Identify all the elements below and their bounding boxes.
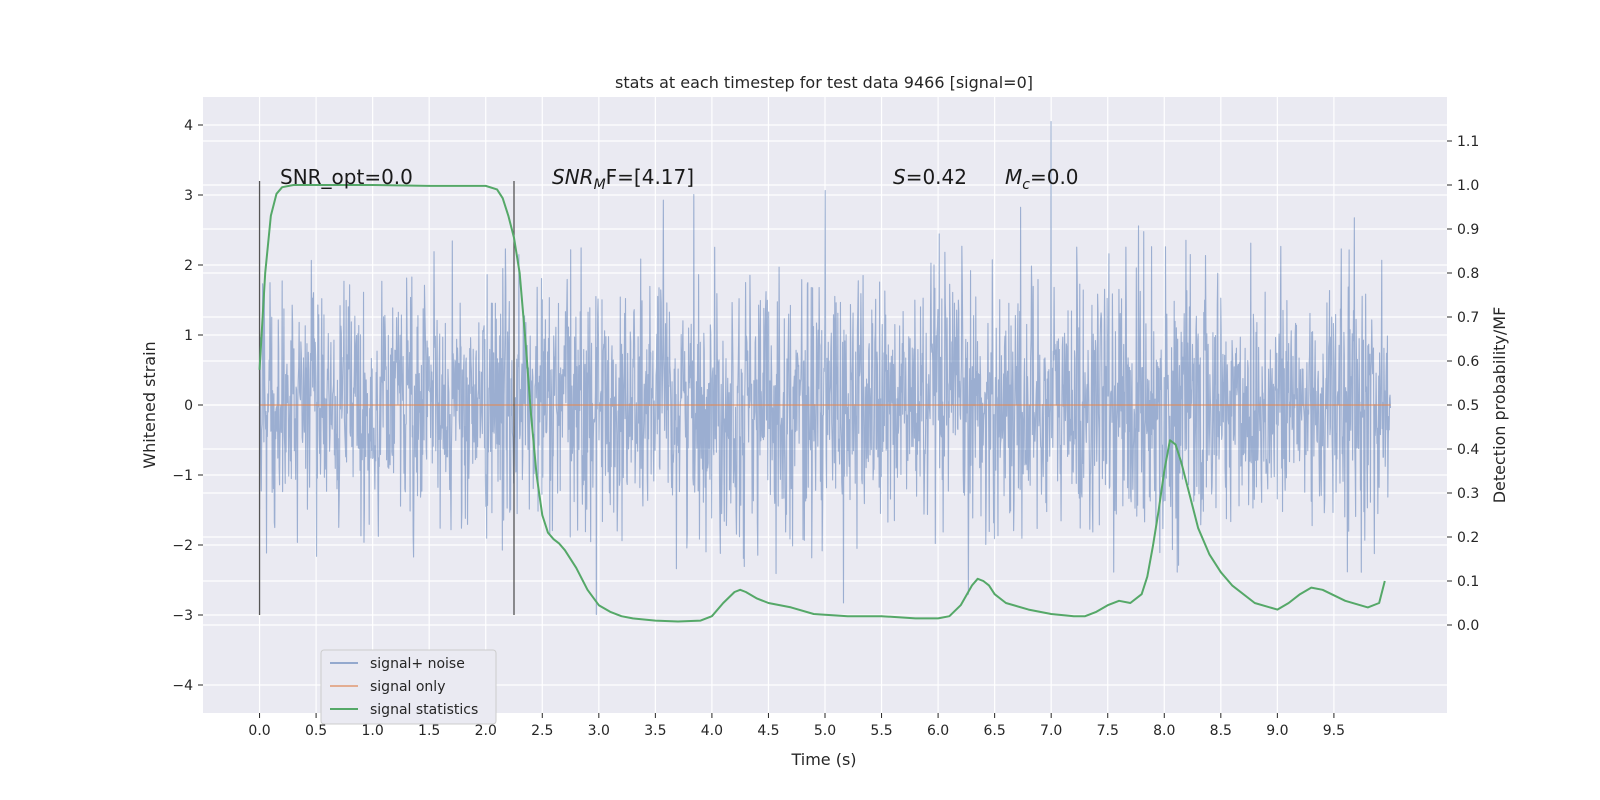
x-tick-label: 3.5 [644, 723, 666, 739]
noise-line [259, 120, 1391, 616]
chart-title: stats at each timestep for test data 946… [615, 73, 1033, 92]
y-right-tick-label: 0.4 [1457, 442, 1479, 458]
x-tick-label: 0.0 [248, 723, 270, 739]
x-tick-label: 6.5 [984, 723, 1006, 739]
legend-box [320, 649, 497, 725]
annotation-s: S=0.42 [893, 165, 967, 189]
x-tick-label: 0.5 [305, 723, 327, 739]
statistics-line [258, 184, 1386, 623]
annotation-snr-opt: SNR_opt=0.0 [280, 165, 413, 189]
x-tick-label: 8.5 [1210, 723, 1232, 739]
x-tick-label: 1.0 [362, 723, 384, 739]
x-tick-label: 7.5 [1097, 723, 1119, 739]
x-tick-label: 1.5 [418, 723, 440, 739]
ticks: 0.0 0.5 1.0 1.5 2.0 2.5 3.0 3.5 4.0 4.5 5.0 5.5 6.0 6… [172, 118, 1479, 739]
x-tick-label: 9.5 [1323, 723, 1345, 739]
noise-series [259, 120, 1391, 616]
y-right-tick-label: 0.3 [1457, 486, 1479, 502]
x-tick-label: 2.0 [475, 723, 497, 739]
x-tick-label: 9.0 [1266, 723, 1288, 739]
y-tick-label: −4 [172, 678, 193, 694]
y-tick-label: 1 [184, 328, 193, 344]
y-tick-label: −1 [172, 468, 193, 484]
legend: signal+ noise signal only signal statist… [320, 649, 497, 725]
y-right-tick-label: 0.9 [1457, 222, 1479, 238]
y-right-tick-label: 0.0 [1457, 618, 1479, 634]
x-tick-label: 5.0 [814, 723, 836, 739]
y-tick-label: 0 [184, 398, 193, 414]
x-tick-label: 6.0 [927, 723, 949, 739]
vertical-markers [258, 181, 515, 615]
annotation-mc: Mc=0.0 [1005, 165, 1079, 193]
y-tick-label: 3 [184, 188, 193, 204]
legend-label-signal-only: signal only [370, 679, 445, 695]
y-tick-label: −3 [172, 608, 193, 624]
y-axis-label: Whitened strain [140, 341, 159, 468]
legend-label-noise: signal+ noise [370, 656, 465, 672]
x-tick-label: 8.0 [1153, 723, 1175, 739]
y-right-tick-label: 0.1 [1457, 574, 1479, 590]
y-right-tick-label: 0.7 [1457, 310, 1479, 326]
y-tick-label: 2 [184, 258, 193, 274]
x-tick-label: 7.0 [1040, 723, 1062, 739]
x-axis-label: Time (s) [790, 750, 856, 769]
y-right-tick-label: 0.5 [1457, 398, 1479, 414]
x-tick-label: 2.5 [531, 723, 553, 739]
y-right-tick-label: 0.2 [1457, 530, 1479, 546]
y-right-axis-label: Detection probability/MF [1490, 307, 1509, 504]
y-right-tick-label: 0.6 [1457, 354, 1479, 370]
statistics-series [258, 184, 1386, 623]
annotation-snr-mf: SNRMF=[4.17] [552, 165, 694, 193]
x-tick-label: 4.0 [701, 723, 723, 739]
y-right-tick-label: 1.0 [1457, 178, 1479, 194]
y-tick-label: 4 [184, 118, 193, 134]
x-tick-label: 4.5 [757, 723, 779, 739]
y-right-tick-label: 0.8 [1457, 266, 1479, 282]
legend-label-statistics: signal statistics [370, 702, 478, 718]
x-tick-label: 5.5 [870, 723, 892, 739]
y-right-tick-label: 1.1 [1457, 134, 1479, 150]
y-tick-label: −2 [172, 538, 193, 554]
x-tick-label: 3.0 [588, 723, 610, 739]
